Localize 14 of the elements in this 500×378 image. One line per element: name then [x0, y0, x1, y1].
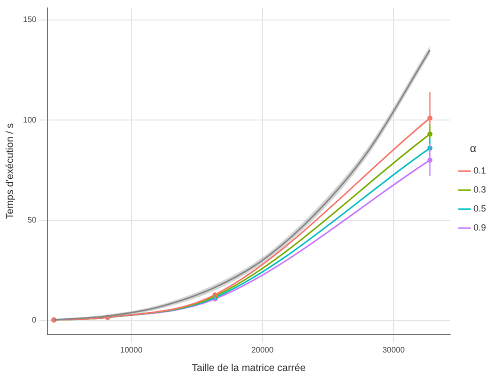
legend-title: α: [470, 142, 477, 155]
x-tick-label: 10000: [120, 345, 143, 354]
y-tick-label: 0: [32, 316, 37, 325]
y-tick-label: 150: [22, 15, 37, 24]
legend-label: 0.3: [473, 184, 486, 195]
x-tick-label: 20000: [251, 345, 274, 354]
y-tick-label: 50: [27, 215, 37, 224]
x-axis-title: Taille de la matrice carrée: [192, 362, 306, 374]
x-tick-label: 30000: [382, 345, 406, 354]
legend-label: 0.5: [473, 204, 486, 214]
y-axis-title: Temps d'exécution / s: [4, 123, 16, 220]
y-tick-label: 100: [22, 115, 37, 124]
legend-label: 0.9: [473, 222, 486, 233]
legend-label: 0.1: [473, 166, 486, 176]
